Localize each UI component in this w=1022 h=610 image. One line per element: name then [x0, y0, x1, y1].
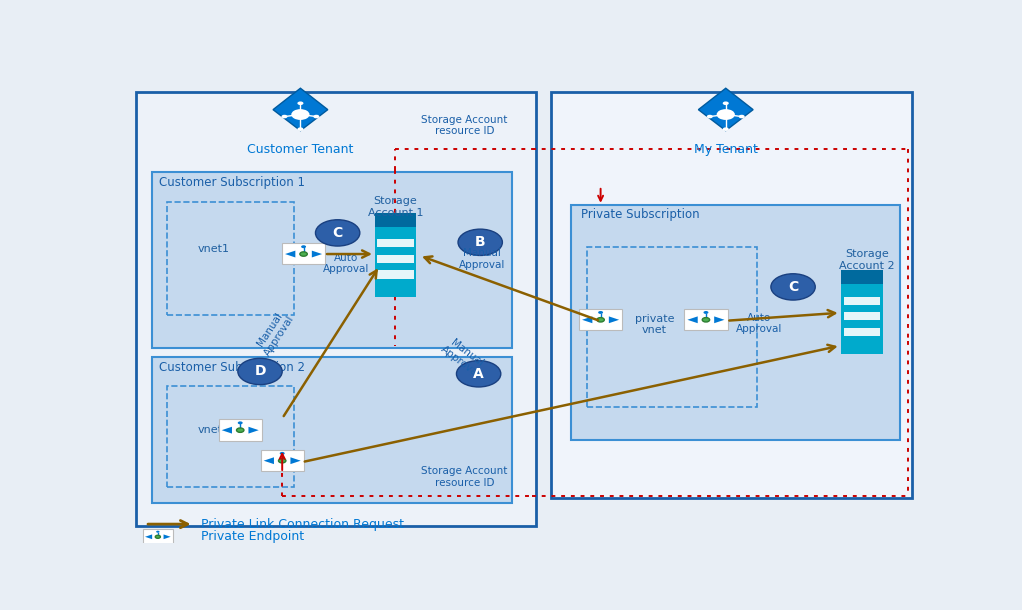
FancyBboxPatch shape [143, 529, 173, 544]
FancyBboxPatch shape [377, 255, 414, 263]
Text: C: C [788, 280, 798, 294]
Circle shape [156, 531, 159, 533]
FancyBboxPatch shape [844, 328, 880, 336]
Circle shape [707, 115, 712, 118]
Circle shape [155, 535, 160, 538]
Circle shape [316, 220, 360, 246]
Circle shape [314, 115, 320, 118]
Text: My Tenant: My Tenant [694, 143, 757, 156]
Circle shape [598, 311, 603, 314]
Polygon shape [264, 458, 274, 464]
Circle shape [291, 109, 310, 120]
Text: Customer Subscription 1: Customer Subscription 1 [159, 176, 306, 188]
Text: C: C [332, 226, 342, 240]
FancyBboxPatch shape [375, 227, 416, 297]
Circle shape [457, 361, 501, 387]
Circle shape [238, 422, 242, 425]
Text: Manual
Approval: Manual Approval [459, 248, 505, 270]
FancyBboxPatch shape [151, 172, 512, 348]
Text: Auto
Approval: Auto Approval [736, 313, 782, 334]
Circle shape [280, 452, 285, 455]
Text: Customer Subscription 2: Customer Subscription 2 [159, 361, 306, 374]
FancyBboxPatch shape [377, 239, 414, 248]
Text: A: A [473, 367, 484, 381]
Text: Private Subscription: Private Subscription [580, 209, 699, 221]
Polygon shape [290, 458, 300, 464]
Text: Private Link Connection Request: Private Link Connection Request [201, 518, 405, 531]
Polygon shape [273, 88, 328, 131]
Text: Private Endpoint: Private Endpoint [201, 530, 305, 544]
Polygon shape [222, 427, 232, 434]
Polygon shape [145, 534, 152, 539]
Text: Storage Account
resource ID: Storage Account resource ID [421, 467, 508, 488]
Text: Customer Tenant: Customer Tenant [247, 143, 354, 156]
Text: Manual
Approval: Manual Approval [252, 307, 296, 358]
Text: Storage
Account 2: Storage Account 2 [839, 249, 894, 271]
FancyBboxPatch shape [151, 357, 512, 503]
FancyBboxPatch shape [841, 270, 883, 287]
Polygon shape [285, 251, 295, 257]
FancyBboxPatch shape [261, 450, 304, 471]
FancyBboxPatch shape [685, 309, 728, 330]
Polygon shape [583, 317, 593, 323]
Text: vnet2: vnet2 [197, 425, 229, 435]
Circle shape [297, 101, 304, 105]
Circle shape [597, 318, 604, 322]
Text: Auto
Approval: Auto Approval [323, 253, 370, 274]
Text: Storage
Account 1: Storage Account 1 [368, 196, 423, 218]
Polygon shape [698, 88, 753, 131]
FancyBboxPatch shape [552, 92, 912, 498]
Circle shape [236, 428, 244, 432]
Circle shape [716, 109, 735, 120]
Polygon shape [609, 317, 619, 323]
Circle shape [723, 127, 729, 131]
FancyBboxPatch shape [579, 309, 622, 330]
Polygon shape [248, 427, 259, 434]
Polygon shape [688, 317, 698, 323]
Circle shape [723, 101, 729, 105]
Text: vnet1: vnet1 [197, 245, 229, 254]
FancyBboxPatch shape [844, 296, 880, 305]
Circle shape [281, 115, 287, 118]
Circle shape [739, 115, 745, 118]
Circle shape [297, 127, 304, 131]
Polygon shape [714, 317, 725, 323]
Text: B: B [475, 235, 485, 249]
FancyBboxPatch shape [375, 213, 416, 229]
Circle shape [301, 245, 306, 248]
FancyBboxPatch shape [841, 284, 883, 354]
Polygon shape [164, 534, 171, 539]
FancyBboxPatch shape [136, 92, 536, 526]
Text: Manual
Approval: Manual Approval [438, 335, 489, 380]
Circle shape [299, 252, 308, 256]
FancyBboxPatch shape [571, 205, 900, 440]
Circle shape [458, 229, 503, 256]
FancyBboxPatch shape [282, 243, 325, 264]
FancyBboxPatch shape [377, 270, 414, 279]
Circle shape [278, 459, 286, 463]
Circle shape [703, 311, 708, 314]
FancyBboxPatch shape [219, 419, 262, 440]
Text: Storage Account
resource ID: Storage Account resource ID [421, 115, 508, 136]
Circle shape [702, 318, 709, 322]
Polygon shape [312, 251, 322, 257]
Circle shape [771, 274, 816, 300]
Text: private
vnet: private vnet [635, 314, 675, 336]
FancyBboxPatch shape [844, 312, 880, 320]
Text: D: D [254, 364, 266, 378]
Circle shape [238, 358, 282, 385]
